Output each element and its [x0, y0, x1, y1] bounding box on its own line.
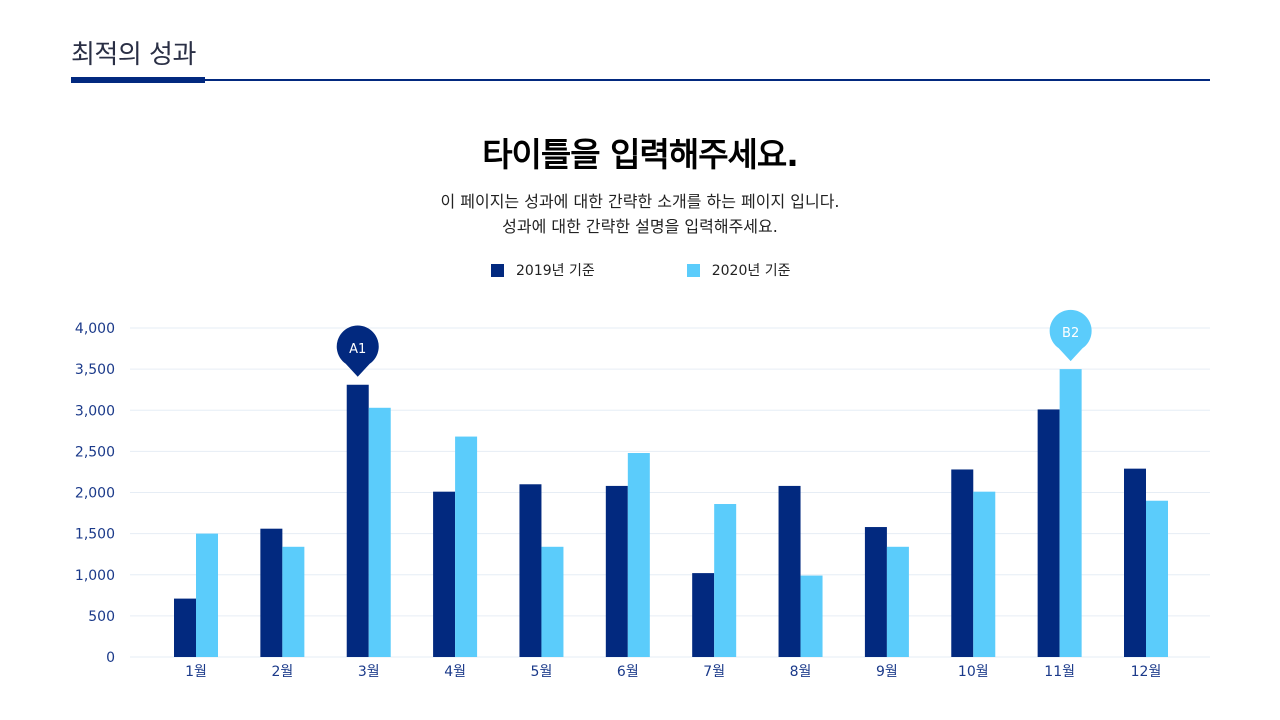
page-section-title: 최적의 성과 [71, 40, 196, 70]
x-tick-label-4: 4월 [444, 664, 466, 680]
bar-2020-9 [886, 546, 909, 657]
bar-2020-7 [714, 504, 737, 657]
bar-2020-12 [1146, 500, 1168, 657]
bar-2019-8 [778, 485, 801, 657]
y-tick-label-0: 0 [106, 650, 115, 666]
bar-2019-3 [346, 384, 369, 657]
legend-item-2019: 2019년 기준 [491, 260, 595, 280]
x-tick-label-10: 10월 [958, 664, 989, 680]
x-tick-label-8: 8월 [790, 664, 812, 680]
heading-divider-accent [71, 77, 205, 83]
y-tick-label-3000: 3,000 [75, 403, 115, 419]
legend-swatch-2019 [491, 263, 504, 277]
x-tick-label-5: 5월 [531, 664, 553, 680]
bar-2020-6 [627, 453, 650, 657]
legend-item-2020: 2020년 기준 [686, 260, 791, 280]
legend-label-2020: 2020년 기준 [711, 263, 791, 279]
x-tick-label-12: 12월 [1131, 664, 1162, 680]
bar-2020-2 [282, 546, 305, 657]
annotation-label-a1: A1 [349, 342, 366, 357]
bar-2020-11 [1059, 369, 1082, 657]
subtitle-line-2: 성과에 대한 간략한 설명을 입력해주세요. [502, 217, 778, 236]
x-tick-label-6: 6월 [617, 664, 639, 680]
bar-2019-10 [951, 469, 974, 657]
legend-label-2019: 2019년 기준 [516, 263, 595, 279]
y-tick-label-1000: 1,000 [75, 568, 115, 584]
y-tick-label-1500: 1,500 [75, 527, 115, 543]
y-tick-label-2000: 2,000 [75, 486, 115, 502]
chart-legend: 2019년 기준 2020년 기준 [491, 260, 790, 280]
bar-2019-11 [1037, 409, 1060, 657]
bar-2020-1 [196, 533, 218, 657]
x-tick-label-11: 11월 [1044, 664, 1075, 680]
x-tick-label-7: 7월 [703, 664, 725, 680]
bar-2020-5 [541, 546, 564, 657]
subtitle-line-1: 이 페이지는 성과에 대한 간략한 소개를 하는 페이지 입니다. [440, 192, 840, 211]
annotation-pin-b2 [1049, 309, 1092, 362]
y-tick-label-3500: 3,500 [75, 362, 115, 378]
bar-2019-1 [174, 598, 196, 657]
bar-2019-7 [692, 573, 715, 657]
bar-2019-9 [864, 527, 887, 657]
bar-2020-3 [368, 407, 391, 657]
legend-swatch-2020 [686, 263, 700, 277]
bar-2020-10 [973, 491, 996, 657]
annotation-pin-a1 [336, 325, 379, 377]
bar-2020-8 [800, 575, 823, 657]
bar-2019-6 [605, 485, 628, 657]
x-tick-label-2: 2월 [271, 664, 293, 680]
bar-2019-5 [519, 484, 542, 657]
bar-2019-4 [433, 491, 456, 657]
x-tick-label-3: 3월 [358, 664, 380, 680]
x-tick-label-1: 1월 [185, 664, 207, 680]
heading-divider [71, 79, 1210, 81]
y-tick-label-500: 500 [88, 609, 115, 625]
y-tick-label-4000: 4,000 [75, 321, 115, 337]
bar-2019-12 [1124, 468, 1146, 657]
x-tick-label-9: 9월 [876, 664, 898, 680]
bar-2020-4 [455, 436, 478, 657]
annotation-label-b2: B2 [1062, 326, 1079, 341]
bar-2019-2 [260, 528, 283, 657]
chart-main-title: 타이틀을 입력해주세요. [482, 135, 799, 174]
y-tick-label-2500: 2,500 [75, 444, 115, 460]
